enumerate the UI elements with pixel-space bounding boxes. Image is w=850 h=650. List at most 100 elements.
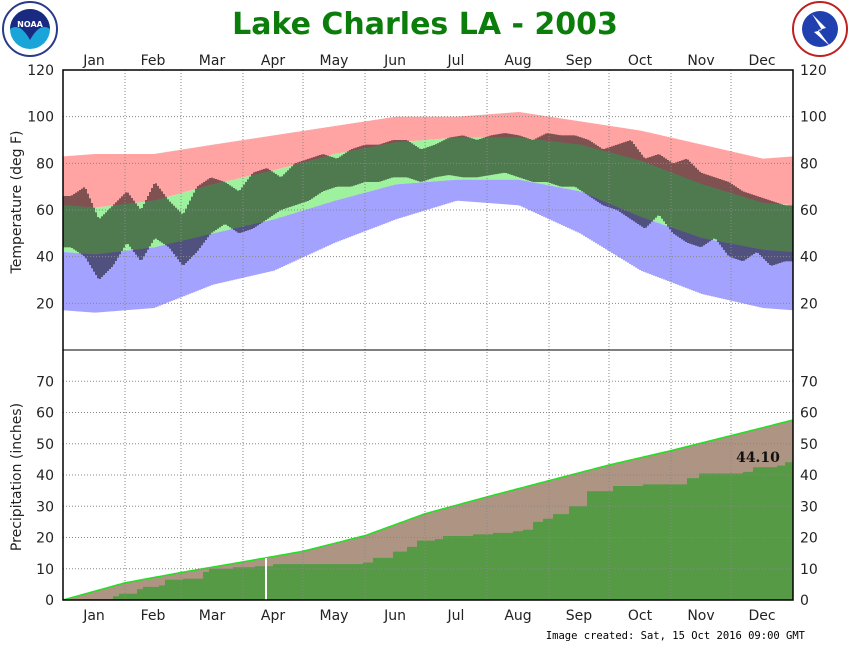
record-high-bar (213, 144, 216, 185)
record-high-bar (349, 123, 352, 152)
record-low-bar (587, 194, 590, 239)
observed-temp-bar (781, 204, 784, 263)
observed-temp-bar (475, 139, 478, 178)
record-high-bar (535, 114, 538, 140)
record-high-bar (555, 117, 558, 142)
record-high-bar (83, 154, 86, 207)
record-high-bar (179, 149, 182, 194)
temp-tick-left: 60 (36, 203, 54, 219)
record-low-bar (143, 248, 146, 309)
record-high-bar (257, 137, 260, 175)
observed-temp-bar (585, 139, 588, 194)
observed-temp-bar (461, 135, 464, 178)
record-low-bar (525, 181, 528, 209)
observed-temp-bar (125, 192, 128, 245)
observed-temp-bar (663, 157, 666, 222)
observed-temp-bar (399, 140, 402, 178)
record-high-bar (493, 113, 496, 138)
observed-temp-bar (555, 134, 558, 185)
record-high-bar (375, 119, 378, 147)
record-high-bar (373, 120, 376, 147)
record-high-bar (623, 128, 626, 157)
observed-temp-bar (753, 195, 756, 254)
record-high-bar (583, 121, 586, 146)
record-low-bar (123, 250, 126, 311)
record-high-bar (263, 136, 266, 173)
record-high-bar (491, 114, 494, 138)
observed-temp-bar (321, 154, 324, 192)
record-low-bar (379, 188, 382, 226)
observed-temp-bar (535, 138, 538, 182)
record-high-bar (449, 116, 452, 139)
record-low-bar (277, 218, 280, 269)
precip-tick-left: 50 (36, 437, 54, 453)
observed-temp-bar (69, 196, 72, 248)
record-low-bar (189, 238, 192, 294)
record-low-bar (541, 184, 544, 216)
observed-temp-bar (433, 145, 436, 178)
record-high-bar (255, 138, 258, 175)
record-high-bar (351, 123, 354, 151)
observed-temp-bar (441, 141, 444, 177)
record-high-bar (337, 125, 340, 154)
record-high-bar (587, 122, 590, 147)
record-high-bar (565, 119, 568, 144)
record-high-bar (371, 120, 374, 147)
record-high-bar (731, 151, 734, 194)
record-high-bar (115, 154, 118, 206)
record-low-bar (733, 244, 736, 302)
record-low-bar (397, 184, 400, 219)
observed-temp-bar (403, 140, 406, 178)
observed-temp-bar (103, 214, 106, 275)
record-low-bar (437, 181, 440, 207)
record-high-bar (69, 155, 72, 206)
observed-temp-bar (517, 135, 520, 177)
record-high-bar (73, 155, 76, 207)
observed-temp-bar (379, 144, 382, 182)
record-low-bar (673, 228, 676, 284)
record-high-bar (701, 144, 704, 185)
record-low-bar (121, 251, 124, 311)
record-low-bar (575, 190, 578, 232)
observed-temp-bar (389, 141, 392, 179)
observed-temp-bar (511, 134, 514, 175)
record-high-bar (551, 117, 554, 142)
record-low-bar (177, 241, 180, 299)
observed-temp-bar (659, 154, 662, 216)
record-low-bar (349, 196, 352, 237)
observed-temp-bar (85, 189, 88, 259)
record-high-bar (79, 155, 82, 207)
observed-temp-bar (713, 177, 716, 239)
record-low-bar (297, 211, 300, 260)
record-high-bar (109, 154, 112, 206)
record-low-bar (565, 188, 568, 227)
record-low-bar (511, 179, 514, 205)
observed-temp-bar (553, 134, 556, 185)
record-low-bar (481, 179, 484, 203)
record-low-bar (563, 188, 566, 226)
record-high-bar (123, 154, 126, 205)
record-high-bar (573, 120, 576, 144)
observed-temp-bar (341, 155, 344, 187)
observed-temp-bar (641, 154, 644, 227)
record-low-bar (707, 239, 710, 296)
record-low-bar (147, 248, 150, 309)
observed-temp-bar (727, 181, 730, 256)
record-low-bar (137, 249, 140, 310)
observed-temp-bar (97, 217, 100, 279)
record-low-bar (191, 238, 194, 293)
record-low-bar (585, 193, 588, 238)
record-high-bar (533, 114, 536, 140)
record-low-bar (111, 252, 114, 312)
observed-temp-bar (453, 136, 456, 176)
observed-temp-bar (137, 206, 140, 258)
record-high-bar (747, 155, 750, 199)
record-high-bar (237, 140, 240, 179)
record-high-bar (197, 147, 200, 189)
observed-temp-bar (557, 134, 560, 186)
record-high-bar (505, 112, 508, 138)
record-high-bar (521, 112, 524, 139)
record-high-bar (699, 144, 702, 184)
observed-temp-bar (247, 179, 250, 231)
record-low-bar (709, 239, 712, 296)
